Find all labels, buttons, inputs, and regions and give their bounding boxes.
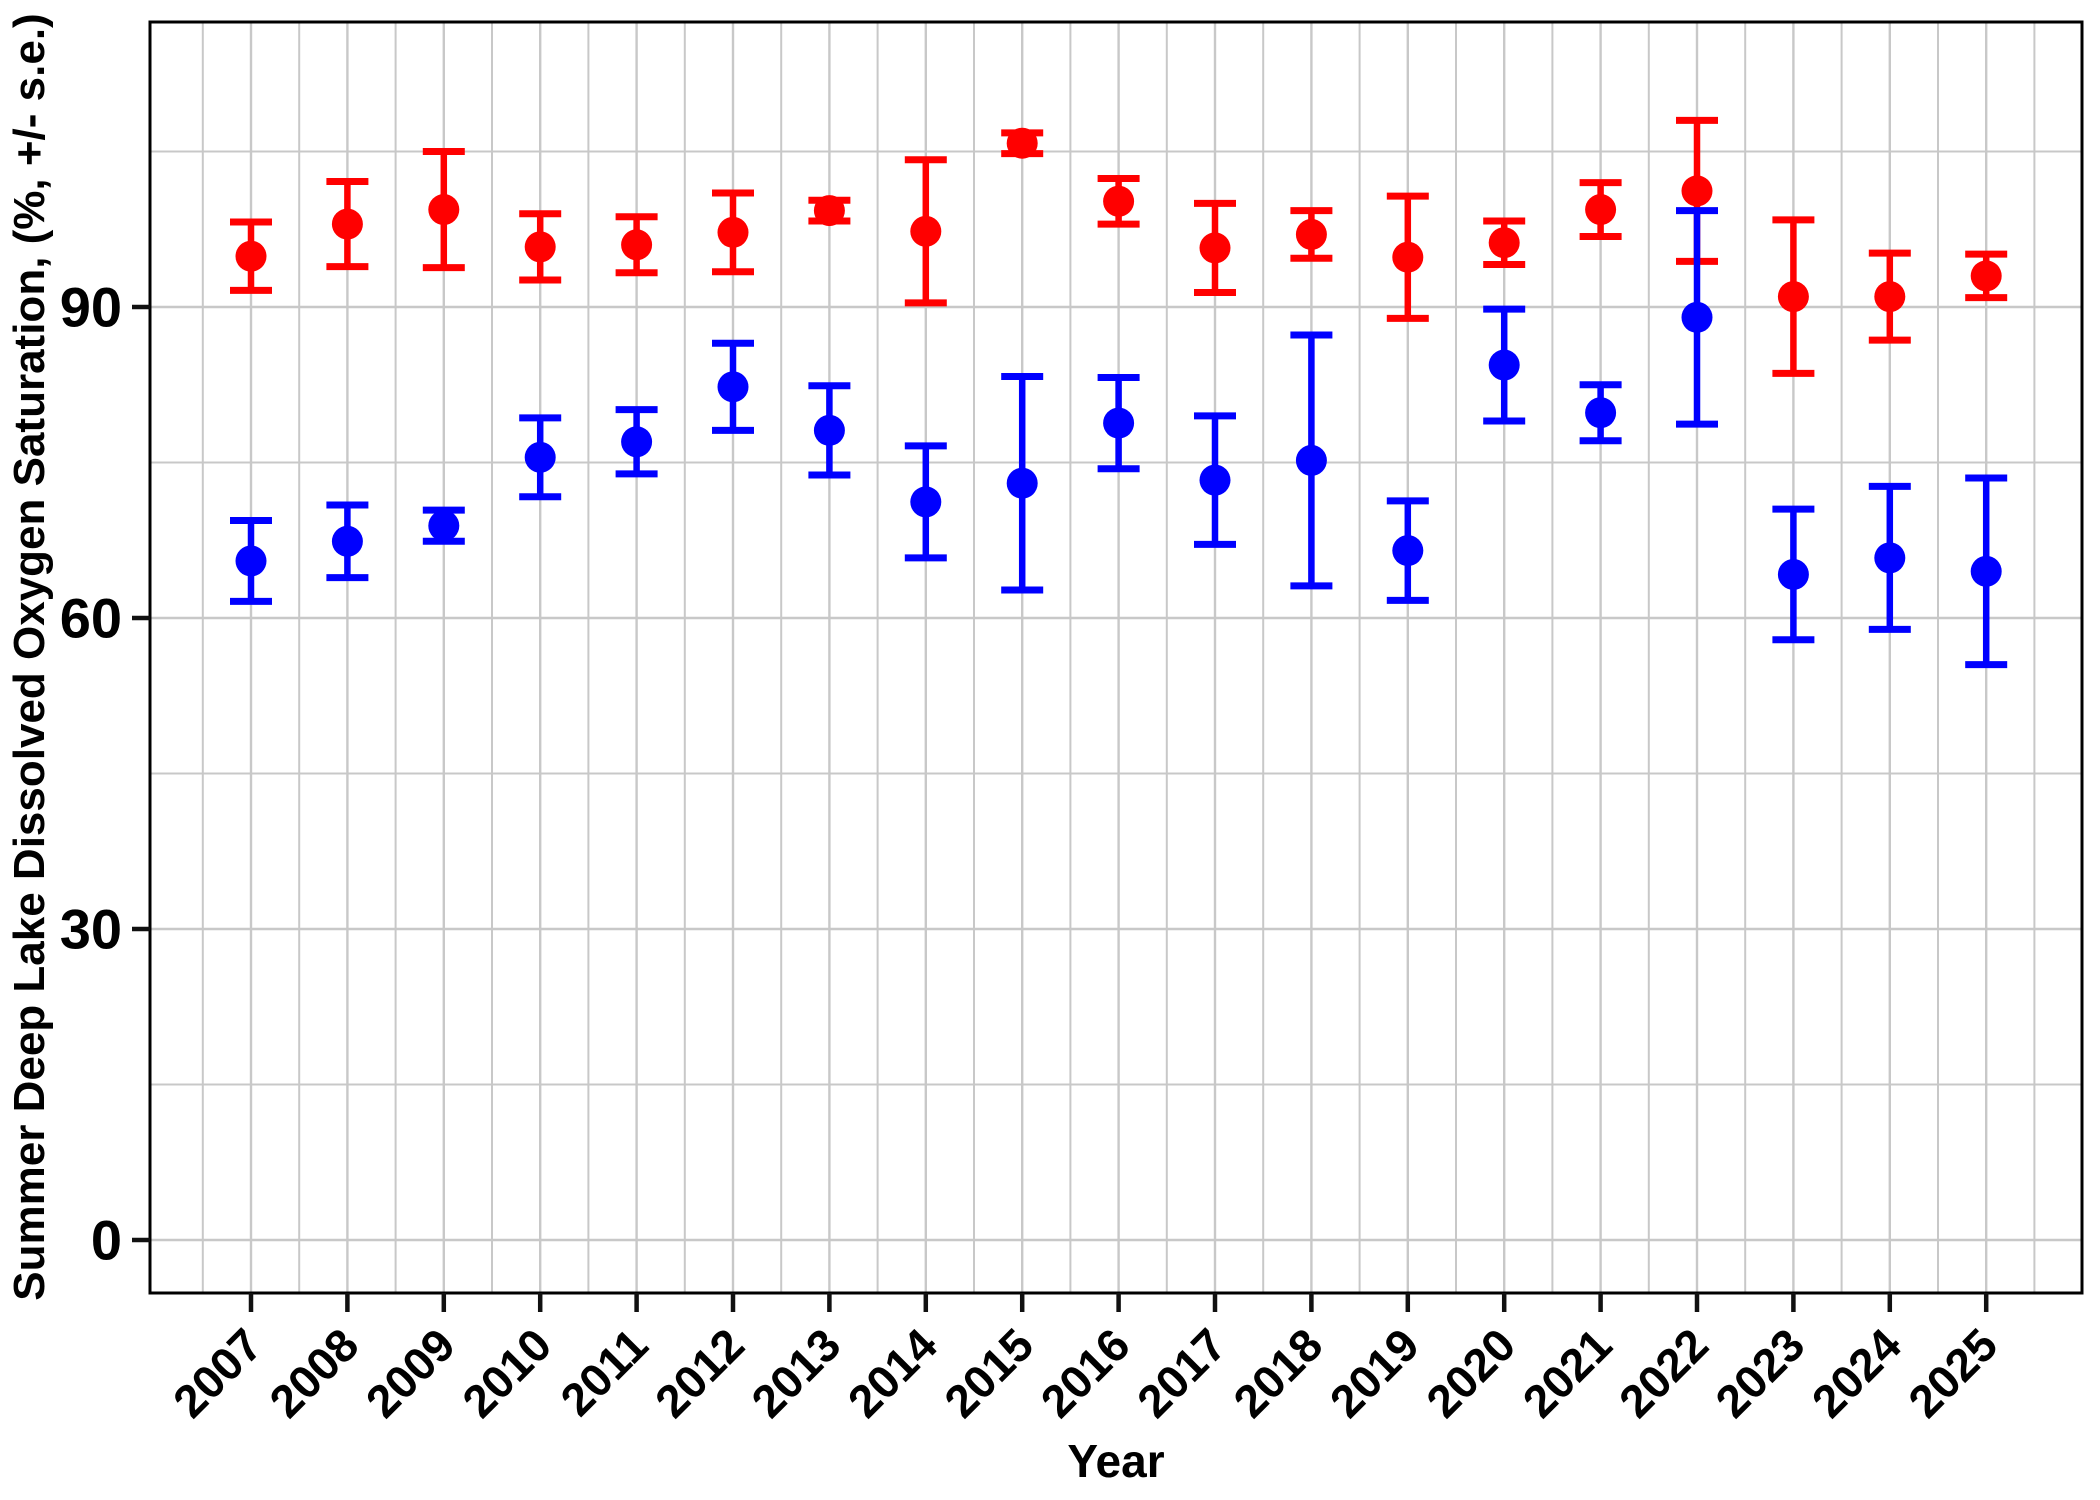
data-point-red-series-2022 [1681,175,1713,207]
x-tick-label-2013: 2013 [741,1318,850,1427]
x-tick-label-2021: 2021 [1513,1318,1622,1427]
data-point-blue-series-2024 [1874,542,1906,574]
x-tick-label-2007: 2007 [163,1318,272,1427]
x-tick-label-2025: 2025 [1898,1318,2007,1427]
y-tick-label-90: 90 [60,275,122,338]
data-point-red-series-2023 [1777,281,1809,313]
x-tick-label-2008: 2008 [259,1318,368,1427]
data-point-red-series-2024 [1874,281,1906,313]
data-point-blue-series-2017 [1199,464,1231,496]
x-tick-label-2016: 2016 [1031,1318,1140,1427]
data-point-red-series-2008 [331,208,363,240]
y-tick-label-30: 30 [60,897,122,960]
data-point-red-series-2009 [428,194,460,226]
data-point-blue-series-2016 [1103,407,1135,439]
data-point-blue-series-2012 [717,371,749,403]
y-tick-label-60: 60 [60,586,122,649]
data-point-red-series-2021 [1585,194,1617,226]
data-point-red-series-2016 [1103,185,1135,217]
x-tick-label-2010: 2010 [452,1318,561,1427]
x-tick-label-2011: 2011 [550,1318,657,1425]
data-point-blue-series-2009 [428,510,460,542]
axis-layer: 0306090200720082009201020112012201320142… [60,275,2008,1427]
data-point-blue-series-2007 [235,545,267,577]
data-point-blue-series-2025 [1970,555,2002,587]
data-point-blue-series-2018 [1295,444,1327,476]
x-tick-label-2018: 2018 [1223,1318,1332,1427]
data-point-red-series-2019 [1392,241,1424,273]
data-point-red-series-2011 [621,229,653,261]
data-point-red-series-2012 [717,216,749,248]
x-tick-label-2019: 2019 [1320,1318,1429,1427]
x-tick-label-2017: 2017 [1127,1318,1236,1427]
x-tick-label-2022: 2022 [1609,1318,1718,1427]
x-tick-label-2024: 2024 [1802,1318,1911,1427]
data-points-layer [230,116,2008,669]
gridlines-layer [150,22,2082,1293]
x-tick-label-2014: 2014 [838,1318,947,1427]
data-point-blue-series-2015 [1006,467,1038,499]
data-point-red-series-2007 [235,240,267,272]
data-point-blue-series-2011 [621,426,653,458]
data-point-blue-series-2019 [1392,535,1424,567]
y-tick-label-0: 0 [91,1209,122,1272]
data-point-red-series-2017 [1199,232,1231,264]
x-tick-label-2012: 2012 [645,1318,754,1427]
data-point-red-series-2014 [910,215,942,247]
y-axis-title: Summer Deep Lake Dissolved Oxygen Satura… [5,13,54,1300]
panel-border [148,20,2084,1295]
x-tick-label-2009: 2009 [356,1318,465,1427]
blue-series-group [230,207,2008,669]
data-point-red-series-2025 [1970,260,2002,292]
data-point-red-series-2013 [813,195,845,227]
data-point-blue-series-2013 [813,414,845,446]
x-tick-label-2015: 2015 [934,1318,1043,1427]
x-tick-label-2023: 2023 [1705,1318,1814,1427]
data-point-blue-series-2022 [1681,301,1713,333]
data-point-blue-series-2010 [524,441,556,473]
panel-frame-layer [148,20,2084,1295]
data-point-red-series-2018 [1295,218,1327,250]
data-point-blue-series-2021 [1585,397,1617,429]
data-point-red-series-2020 [1488,227,1520,259]
data-point-blue-series-2023 [1777,558,1809,590]
data-point-red-series-2010 [524,231,556,263]
data-point-blue-series-2014 [910,486,942,518]
data-point-blue-series-2020 [1488,349,1520,381]
data-point-blue-series-2008 [331,525,363,557]
x-tick-label-2020: 2020 [1416,1318,1525,1427]
x-axis-title: Year [1067,1435,1164,1487]
data-point-red-series-2015 [1006,127,1038,159]
